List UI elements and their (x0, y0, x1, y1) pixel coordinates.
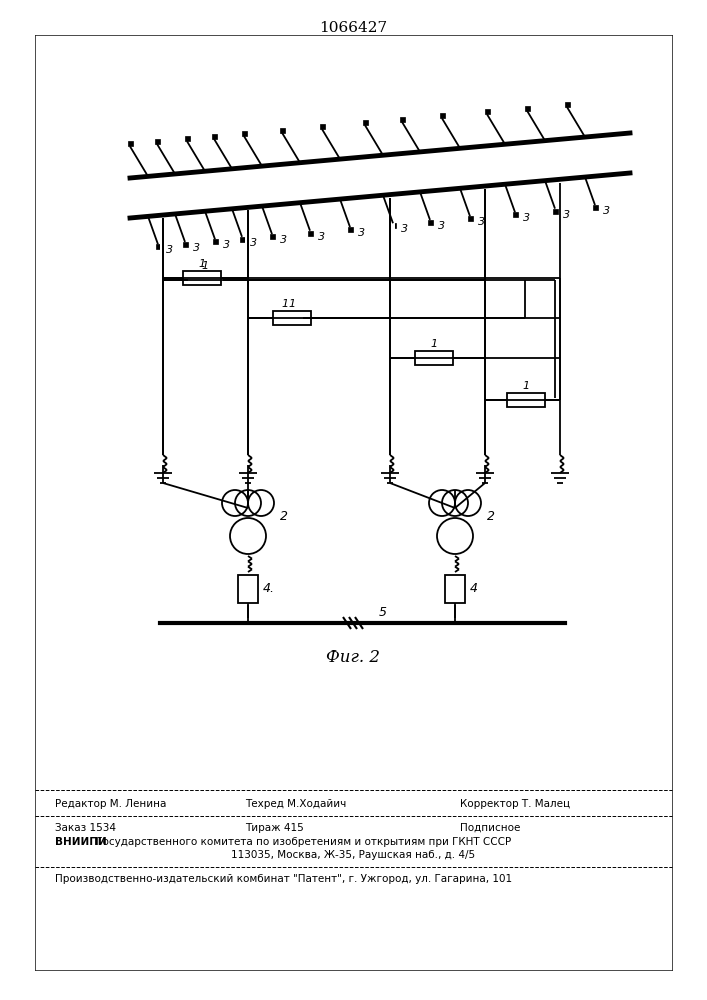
Bar (485, 109, 490, 114)
Bar (240, 237, 245, 242)
Bar (507, 393, 545, 407)
Bar (445, 575, 465, 603)
Bar (525, 106, 530, 111)
Text: Государственного комитета по изобретениям и открытиям при ГКНТ СССР: Государственного комитета по изобретения… (93, 837, 511, 847)
Bar (363, 120, 368, 125)
Text: 3: 3 (438, 221, 445, 231)
Bar (128, 141, 133, 146)
Text: Техред М.Ходайич: Техред М.Ходайич (245, 799, 346, 809)
Bar (320, 124, 325, 129)
Text: Заказ 1534: Заказ 1534 (55, 823, 116, 833)
Text: 3: 3 (318, 232, 325, 242)
Text: 3: 3 (193, 243, 200, 253)
Bar (280, 128, 285, 133)
Bar (428, 220, 433, 225)
Text: 1: 1 (288, 299, 296, 309)
Bar (273, 311, 311, 325)
Text: 3: 3 (523, 213, 530, 223)
Text: Корректор Т. Малец: Корректор Т. Малец (460, 799, 570, 809)
Bar (242, 131, 247, 136)
Text: 1: 1 (281, 299, 288, 309)
Bar (565, 102, 570, 107)
Text: Подписное: Подписное (460, 823, 520, 833)
Bar (348, 227, 353, 232)
Bar (468, 216, 473, 221)
Text: 1066427: 1066427 (319, 21, 387, 35)
Text: 3: 3 (223, 240, 230, 250)
Bar (238, 575, 258, 603)
Text: 3: 3 (603, 206, 610, 216)
Bar (245, 220, 253, 470)
Text: 1: 1 (431, 339, 438, 349)
Bar (213, 239, 218, 244)
Text: Фиг. 2: Фиг. 2 (326, 650, 380, 666)
Bar (482, 220, 490, 470)
Bar (400, 117, 405, 122)
Text: 3: 3 (401, 224, 408, 234)
Bar (440, 113, 445, 118)
Bar (212, 134, 217, 139)
Bar (155, 139, 160, 144)
Text: 3: 3 (280, 235, 287, 245)
Text: 3: 3 (478, 217, 485, 227)
Bar (158, 250, 610, 430)
Text: Производственно-издательский комбинат "Патент", г. Ужгород, ул. Гагарина, 101: Производственно-издательский комбинат "П… (55, 874, 512, 884)
Text: 5: 5 (379, 606, 387, 619)
Text: 2: 2 (280, 510, 288, 522)
Text: 3: 3 (250, 238, 257, 248)
Text: 4: 4 (470, 582, 478, 595)
Bar (270, 234, 275, 239)
Text: 2: 2 (487, 510, 495, 522)
Text: 3: 3 (563, 210, 570, 220)
Bar (415, 351, 453, 365)
Text: 4.: 4. (263, 582, 275, 595)
Text: 3: 3 (166, 245, 173, 255)
Bar (308, 231, 313, 236)
Bar (268, 311, 303, 325)
Text: Тираж 415: Тираж 415 (245, 823, 304, 833)
Text: ВНИИПИ: ВНИИПИ (55, 837, 107, 847)
Text: 3: 3 (358, 228, 365, 238)
Bar (183, 242, 188, 247)
Bar (156, 244, 161, 249)
Bar (391, 223, 396, 228)
Text: 1: 1 (201, 261, 209, 271)
Bar (513, 212, 518, 217)
Text: 113035, Москва, Ж-35, Раушская наб., д. 4/5: 113035, Москва, Ж-35, Раушская наб., д. … (231, 850, 475, 860)
Bar (188, 273, 223, 287)
Bar (185, 136, 190, 141)
Bar (553, 209, 558, 214)
Bar (593, 205, 598, 210)
Bar (160, 220, 168, 470)
Text: Редактор М. Ленина: Редактор М. Ленина (55, 799, 166, 809)
Text: 1: 1 (199, 259, 206, 269)
Text: 1: 1 (522, 381, 530, 391)
Bar (183, 271, 221, 285)
Bar (387, 220, 395, 470)
